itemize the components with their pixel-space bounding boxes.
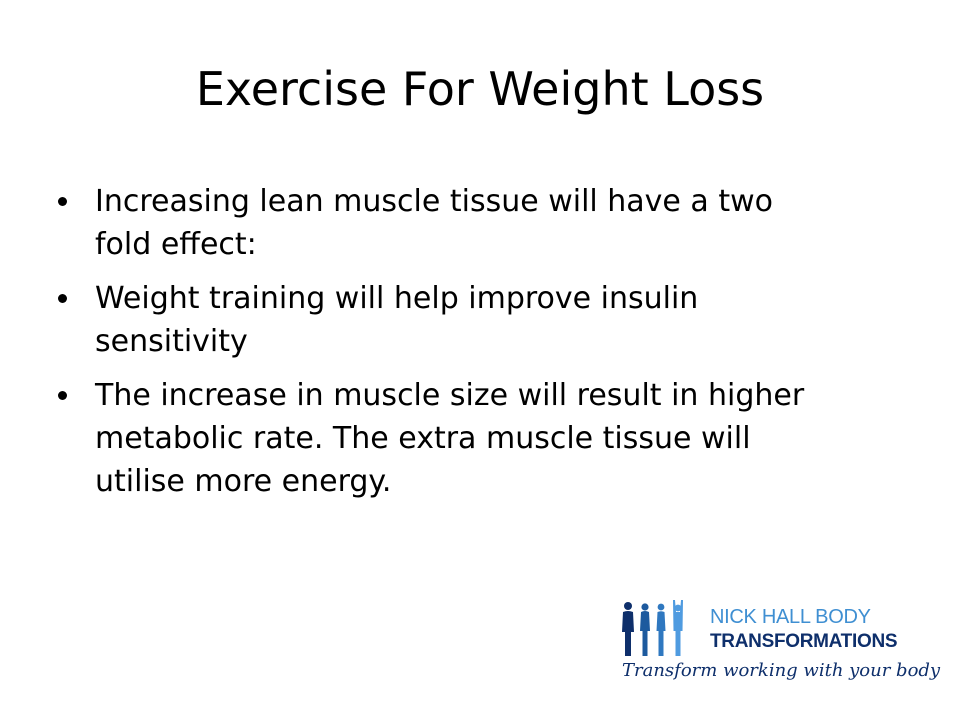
- bullet-text-line: fold effect:: [95, 227, 257, 262]
- bullet-text-line: utilise more energy.: [95, 464, 392, 499]
- bullet-list: Increasing lean muscle tissue will have …: [58, 180, 918, 514]
- bullet-dot-icon: [58, 294, 67, 303]
- bullet-dot-icon: [58, 197, 67, 206]
- bullet-text-line: The increase in muscle size will result …: [95, 378, 805, 413]
- bullet-text-line: sensitivity: [95, 324, 248, 359]
- slide-title: Exercise For Weight Loss: [195, 62, 765, 116]
- brand-logo: NICK HALL BODY TRANSFORMATIONS Transform…: [618, 594, 940, 694]
- bullet-item: Weight training will help improve insuli…: [58, 277, 918, 363]
- logo-line-1: NICK HALL BODY: [710, 606, 871, 628]
- bullet-item: The increase in muscle size will result …: [58, 374, 918, 503]
- bullet-text-line: Increasing lean muscle tissue will have …: [95, 184, 774, 219]
- logo-line-2: TRANSFORMATIONS: [710, 631, 898, 652]
- logo-tagline: Transform working with your body: [622, 660, 941, 681]
- bullet-item: Increasing lean muscle tissue will have …: [58, 180, 918, 266]
- bullet-dot-icon: [58, 391, 67, 400]
- figures-icon: [622, 600, 683, 656]
- bullet-text-line: metabolic rate. The extra muscle tissue …: [95, 421, 751, 456]
- bullet-text-line: Weight training will help improve insuli…: [95, 281, 699, 316]
